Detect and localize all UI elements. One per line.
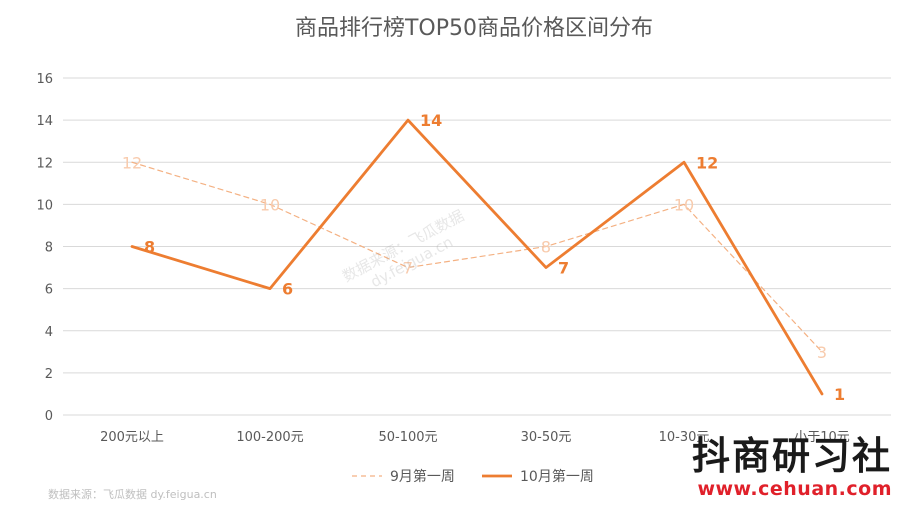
chart-title: 商品排行榜TOP50商品价格区间分布	[295, 16, 653, 41]
data-label: 3	[817, 343, 827, 362]
data-label: 10	[674, 195, 694, 214]
legend-label: 9月第一周	[390, 468, 455, 485]
x-tick-label: 小于10元	[794, 430, 850, 445]
x-tick-label: 30-50元	[521, 430, 572, 445]
brand-url: www.cehuan.com	[697, 478, 892, 500]
y-tick-label: 0	[45, 409, 53, 424]
data-label: 6	[282, 280, 293, 299]
legend-label: 10月第一周	[520, 468, 594, 485]
x-tick-label: 50-100元	[378, 430, 437, 445]
x-tick-label: 100-200元	[236, 430, 303, 445]
y-tick-label: 12	[36, 156, 53, 171]
brand-logo: 抖商研习社 www.cehuan.com	[692, 434, 892, 500]
data-label: 7	[403, 259, 413, 278]
data-label: 7	[558, 259, 569, 278]
data-label: 1	[834, 385, 845, 404]
x-tick-label: 200元以上	[100, 430, 164, 445]
y-tick-label: 6	[45, 283, 53, 298]
series-lines	[130, 118, 824, 396]
legend: 9月第一周 10月第一周	[352, 468, 594, 485]
data-label: 12	[122, 153, 142, 172]
gridlines	[63, 77, 891, 416]
brand-name: 抖商研习社	[691, 434, 892, 478]
source-note: 数据来源：飞瓜数据 dy.feigua.cn	[48, 488, 217, 501]
data-label: 14	[420, 111, 442, 130]
data-label: 8	[541, 238, 551, 257]
data-label: 10	[260, 195, 280, 214]
data-label: 8	[144, 238, 155, 257]
y-tick-label: 4	[45, 325, 53, 340]
x-axis: 200元以上 100-200元 50-100元 30-50元 10-30元 小于10元	[100, 430, 850, 445]
y-tick-label: 10	[36, 198, 53, 213]
series-line-1	[131, 161, 823, 353]
y-tick-label: 2	[45, 367, 53, 382]
x-tick-label: 10-30元	[659, 430, 710, 445]
y-tick-label: 8	[45, 241, 53, 256]
y-tick-label: 16	[36, 72, 53, 87]
series-line-2	[130, 118, 824, 396]
y-axis: 0 2 4 6 8 10 12 14 16	[36, 72, 53, 424]
data-label: 12	[696, 153, 718, 172]
y-tick-label: 14	[36, 114, 53, 129]
